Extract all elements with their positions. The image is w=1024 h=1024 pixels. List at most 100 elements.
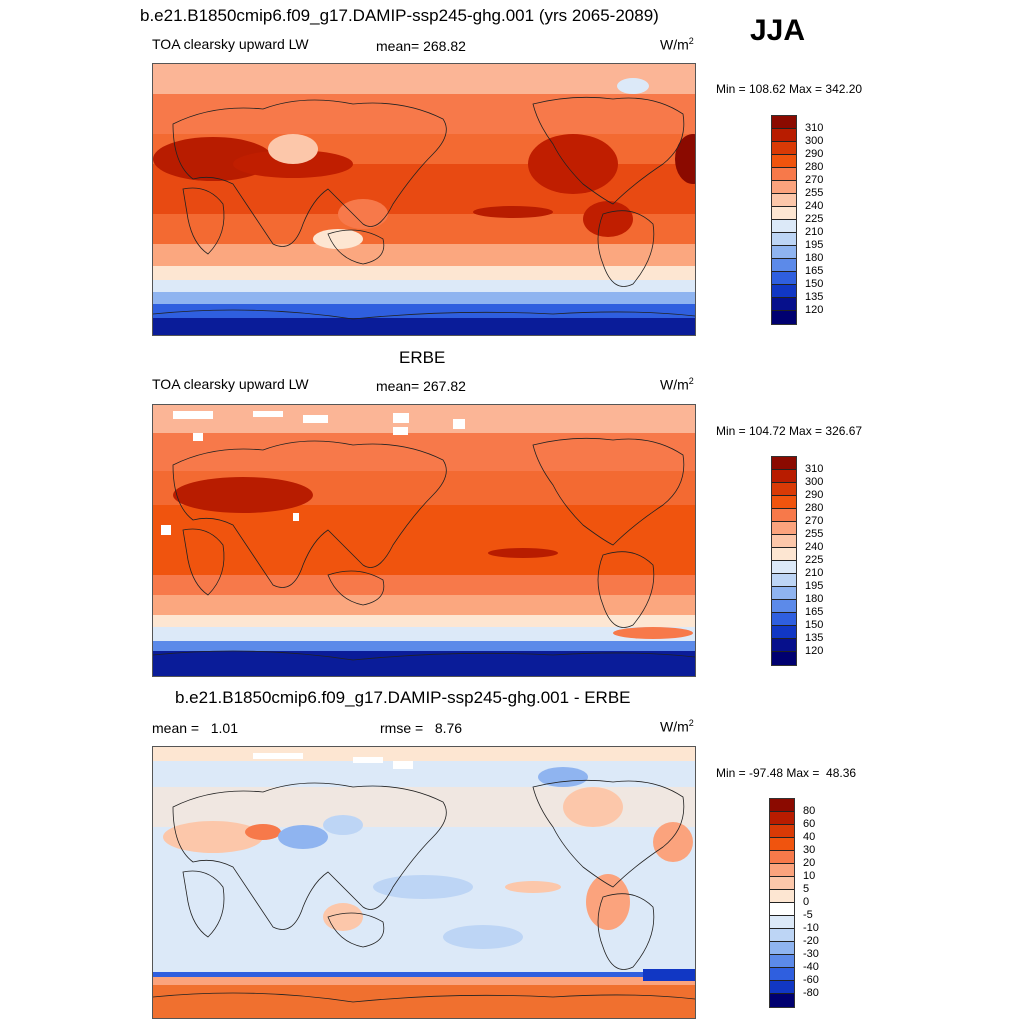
panel2-mean-label: mean= 267.82	[376, 378, 466, 394]
panel3-colorbar-segment	[770, 955, 794, 968]
panel2-colorbar-segment	[772, 509, 796, 522]
panel2-colorbar-segment	[772, 574, 796, 587]
panel3-colorbar-segment	[770, 942, 794, 955]
panel3-colorbar	[769, 798, 795, 1008]
panel2-variable-label: TOA clearsky upward LW	[152, 376, 309, 392]
panel2-title: ERBE	[399, 348, 446, 367]
panel1-colorbar-tick: 210	[805, 226, 824, 238]
panel3-colorbar-segment	[770, 929, 794, 942]
panel2-colorbar-segment	[772, 587, 796, 600]
panel3-colorbar-tick: 10	[803, 870, 816, 882]
panel2-colorbar-tick: 135	[805, 632, 824, 644]
panel2-colorbar-segment	[772, 496, 796, 509]
panel1-colorbar-tick: 290	[805, 148, 824, 160]
panel1-colorbar-segment	[772, 155, 796, 168]
panel3-colorbar-segment	[770, 981, 794, 994]
panel1-colorbar-tick: 165	[805, 265, 824, 277]
panel2-colorbar-tick: 225	[805, 554, 824, 566]
panel1-colorbar-segment	[772, 246, 796, 259]
panel2-colorbar-segment	[772, 561, 796, 574]
panel3-colorbar-tick: 0	[803, 896, 810, 908]
panel2-colorbar-tick: 240	[805, 541, 824, 553]
panel3-colorbar-segment	[770, 851, 794, 864]
panel1-units: W/m2	[660, 36, 694, 53]
panel2-map-field	[153, 405, 695, 676]
panel2-colorbar-tick: 280	[805, 502, 824, 514]
panel3-colorbar-tick: -5	[803, 909, 813, 921]
panel2-colorbar-segment	[772, 522, 796, 535]
panel3-colorbar-segment	[770, 890, 794, 903]
panel3-colorbar-segment	[770, 994, 794, 1007]
panel2-colorbar-tick: 210	[805, 567, 824, 579]
panel1-colorbar-segment	[772, 116, 796, 129]
panel3-colorbar-segment	[770, 812, 794, 825]
panel1-colorbar-segment	[772, 207, 796, 220]
panel1-colorbar-segment	[772, 168, 796, 181]
panel3-colorbar-tick: 30	[803, 844, 816, 856]
panel1-colorbar-tick: 225	[805, 213, 824, 225]
panel3-colorbar-tick: 20	[803, 857, 816, 869]
panel1-map	[152, 63, 696, 336]
panel2-colorbar-tick: 150	[805, 619, 824, 631]
season-label: JJA	[750, 14, 806, 47]
panel1-colorbar-segment	[772, 285, 796, 298]
panel3-colorbar-tick: -80	[803, 987, 819, 999]
panel3-colorbar-segment	[770, 799, 794, 812]
panel1-colorbar-segment	[772, 129, 796, 142]
panel1-minmax: Min = 108.62 Max = 342.20	[716, 82, 863, 96]
panel3-colorbar-tick: 5	[803, 883, 810, 895]
panel2-colorbar-segment	[772, 613, 796, 626]
panel2-colorbar-segment	[772, 483, 796, 496]
panel3-rmse-label: rmse = 8.76	[380, 720, 463, 736]
panel1-colorbar-segment	[772, 259, 796, 272]
panel2-colorbar-segment	[772, 457, 796, 470]
panel3-units: W/m2	[660, 718, 694, 735]
panel3-colorbar-tick: 80	[803, 805, 816, 817]
panel3-colorbar-segment	[770, 968, 794, 981]
panel3-colorbar-tick: -10	[803, 922, 819, 934]
panel2-colorbar-segment	[772, 470, 796, 483]
panel2-colorbar-tick: 270	[805, 515, 824, 527]
panel1-colorbar-tick: 255	[805, 187, 824, 199]
panel2-colorbar-tick: 120	[805, 645, 824, 657]
panel1-colorbar-tick: 180	[805, 252, 824, 264]
panel2-colorbar-segment	[772, 639, 796, 652]
panel1-colorbar-tick: 120	[805, 304, 824, 316]
panel3-colorbar-segment	[770, 825, 794, 838]
panel3-colorbar-tick: -60	[803, 974, 819, 986]
panel1-colorbar-tick: 135	[805, 291, 824, 303]
panel3-colorbar-tick: 40	[803, 831, 816, 843]
panel1-title: b.e21.B1850cmip6.f09_g17.DAMIP-ssp245-gh…	[140, 6, 659, 25]
panel1-colorbar-segment	[772, 311, 796, 324]
panel1-colorbar-segment	[772, 272, 796, 285]
panel1-colorbar-tick: 310	[805, 122, 824, 134]
panel3-colorbar-segment	[770, 838, 794, 851]
panel1-mean-label: mean= 268.82	[376, 38, 466, 54]
panel2-colorbar-tick: 255	[805, 528, 824, 540]
panel2-colorbar-segment	[772, 626, 796, 639]
panel1-colorbar-tick: 270	[805, 174, 824, 186]
panel3-mean-label: mean = 1.01	[152, 720, 239, 736]
panel3-colorbar-segment	[770, 864, 794, 877]
panel2-colorbar-segment	[772, 548, 796, 561]
panel2-colorbar-tick: 300	[805, 476, 824, 488]
panel3-colorbar-segment	[770, 916, 794, 929]
panel1-colorbar-tick: 300	[805, 135, 824, 147]
panel1-colorbar-segment	[772, 233, 796, 246]
panel2-colorbar-tick: 310	[805, 463, 824, 475]
panel1-variable-label: TOA clearsky upward LW	[152, 36, 309, 52]
panel2-colorbar-segment	[772, 600, 796, 613]
panel1-colorbar-tick: 240	[805, 200, 824, 212]
panel2-colorbar-segment	[772, 652, 796, 665]
panel3-colorbar-tick: 60	[803, 818, 816, 830]
panel3-colorbar-segment	[770, 877, 794, 890]
panel2-map	[152, 404, 696, 677]
panel1-map-field	[153, 64, 695, 335]
panel2-colorbar-tick: 195	[805, 580, 824, 592]
panel3-colorbar-tick: -30	[803, 948, 819, 960]
panel1-colorbar-segment	[772, 181, 796, 194]
panel1-colorbar-tick: 195	[805, 239, 824, 251]
panel3-title: b.e21.B1850cmip6.f09_g17.DAMIP-ssp245-gh…	[175, 688, 631, 707]
panel2-colorbar-tick: 290	[805, 489, 824, 501]
panel2-colorbar	[771, 456, 797, 666]
